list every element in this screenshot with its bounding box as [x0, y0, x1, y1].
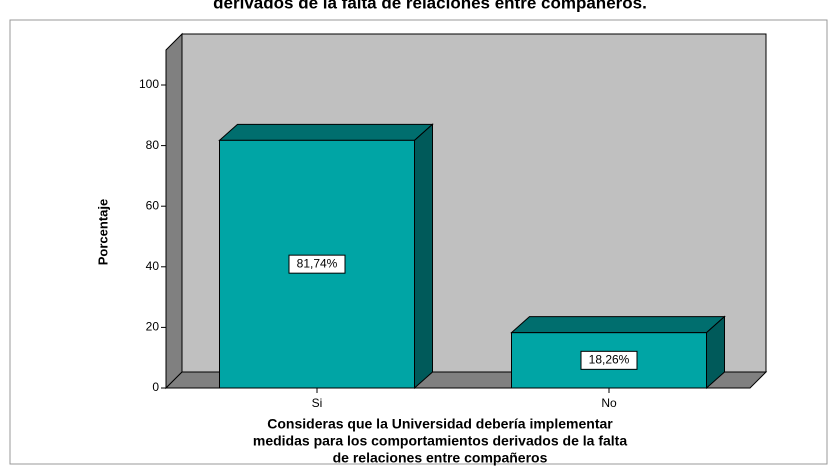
value-label-box	[580, 350, 638, 370]
y-tick-label: 60	[146, 198, 160, 212]
bar-side	[414, 123, 433, 390]
chart-title: derivados de la falta de relaciones entr…	[213, 0, 647, 12]
y-tick-label: 40	[146, 259, 160, 273]
bar-top	[218, 123, 434, 141]
x-axis-label: de relaciones entre compañeros	[333, 450, 548, 466]
bar-top	[510, 316, 726, 334]
x-tick-label: Si	[312, 396, 323, 410]
value-label: 18,26%	[589, 353, 630, 367]
value-label: 81,74%	[297, 256, 338, 270]
y-tick-label: 80	[146, 138, 160, 152]
y-tick-label: 100	[139, 77, 159, 91]
x-axis-label: Consideras que la Universidad debería im…	[267, 416, 613, 432]
y-tick-label: 20	[146, 320, 160, 334]
y-tick-label: 0	[152, 380, 159, 394]
x-tick-label: No	[601, 396, 617, 410]
side-wall	[165, 32, 183, 390]
x-axis-label: medidas para los comportamientos derivad…	[253, 433, 627, 449]
value-label-box	[288, 254, 346, 274]
y-axis-label: Porcentaje	[95, 199, 110, 265]
